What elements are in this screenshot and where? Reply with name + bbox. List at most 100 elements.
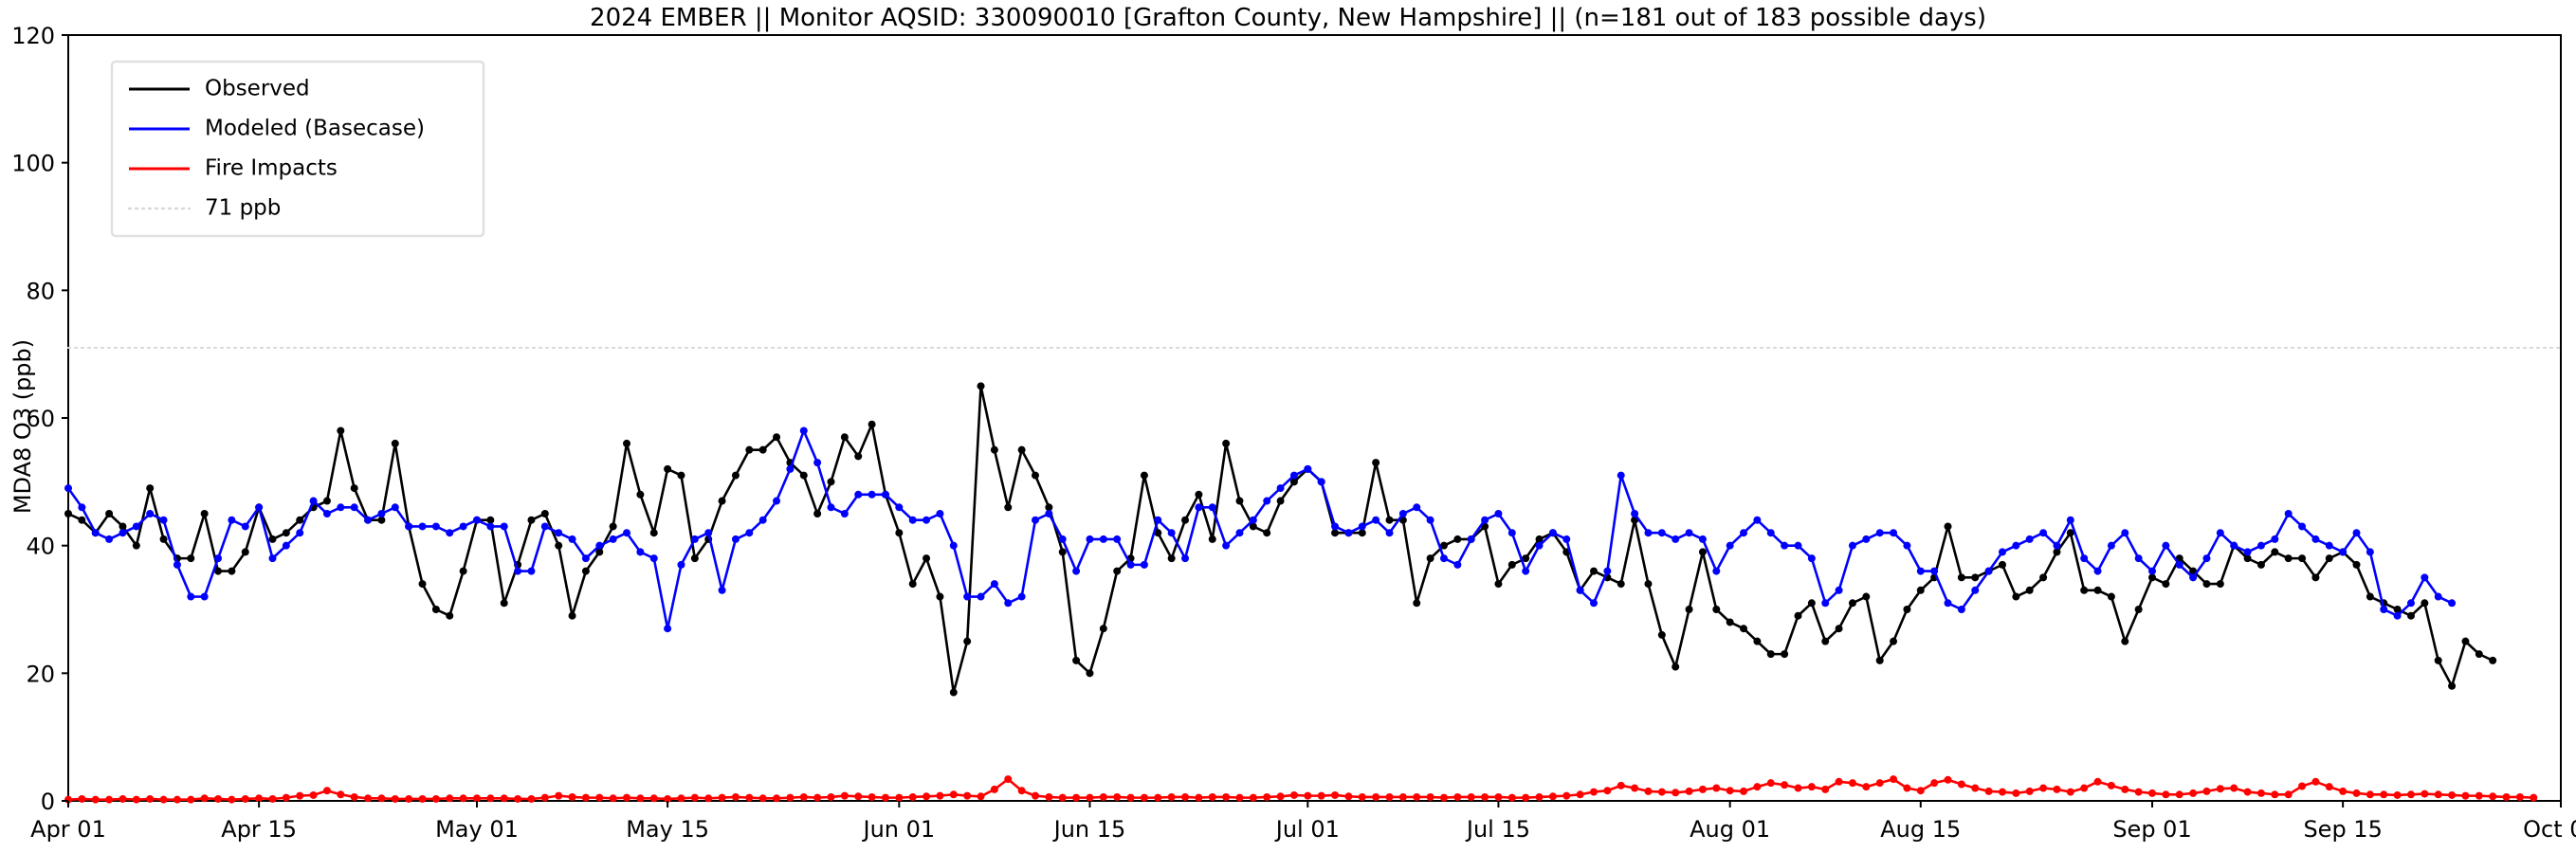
data-point (1862, 592, 1871, 601)
data-point (623, 529, 631, 537)
data-point (1807, 599, 1816, 608)
data-point (2271, 548, 2279, 556)
data-point (963, 592, 972, 601)
data-point (200, 510, 209, 517)
data-point (337, 426, 345, 435)
data-point (758, 794, 767, 803)
data-point (296, 516, 304, 524)
data-point (1794, 541, 1802, 550)
data-point (2162, 790, 2170, 799)
data-point (1740, 529, 1748, 537)
data-point (1930, 779, 1939, 788)
y-axis-ticks: 0 20 40 60 80 100 120 (11, 23, 68, 815)
data-point (1522, 554, 1530, 563)
data-point (377, 510, 386, 517)
data-point (173, 795, 181, 804)
data-point (1113, 567, 1122, 575)
legend-entry[interactable]: Fire Impacts (129, 156, 338, 181)
data-point (2366, 592, 2374, 601)
data-point (718, 586, 726, 594)
data-point (1807, 783, 1816, 791)
data-point (364, 516, 373, 524)
data-point (1304, 791, 1312, 800)
data-point (1685, 529, 1693, 537)
data-point (268, 794, 277, 803)
data-point (990, 580, 998, 589)
data-point (2025, 586, 2034, 594)
data-point (2461, 637, 2470, 645)
data-point (2066, 529, 2074, 537)
data-point (296, 791, 304, 800)
data-point (1494, 580, 1503, 589)
data-point (1453, 535, 1462, 543)
data-point (105, 535, 114, 543)
data-point (649, 794, 658, 803)
data-point (1004, 503, 1013, 512)
data-point (908, 580, 917, 589)
data-point (132, 522, 140, 531)
data-point (2393, 606, 2402, 613)
legend-entry[interactable]: 71 ppb (127, 196, 281, 221)
data-point (1848, 541, 1856, 550)
data-point (2053, 548, 2061, 556)
data-point (1685, 606, 1693, 613)
data-point (1331, 522, 1340, 531)
legend-entry[interactable]: Modeled (Basecase) (129, 117, 425, 141)
data-point (949, 688, 958, 697)
data-point (1753, 516, 1762, 524)
data-point (446, 794, 454, 803)
data-point (2352, 529, 2361, 537)
data-point (1372, 792, 1380, 801)
data-point (1385, 792, 1394, 801)
data-point (1181, 792, 1190, 801)
data-point (1712, 567, 1721, 575)
data-point (1195, 793, 1203, 802)
data-point (990, 785, 998, 793)
data-point (773, 497, 781, 505)
x-tick-label: Sep 01 (2112, 816, 2191, 843)
data-point (2421, 599, 2429, 608)
data-point (1086, 793, 1094, 802)
data-point (2107, 592, 2115, 601)
data-point (1086, 669, 1094, 678)
data-point (1916, 586, 1925, 594)
data-point (2121, 637, 2129, 645)
data-point (2012, 592, 2020, 601)
data-point (431, 606, 440, 613)
data-point (1413, 792, 1421, 801)
data-point (1181, 554, 1190, 563)
data-point (1058, 535, 1067, 543)
data-point (677, 560, 685, 569)
data-point (2107, 541, 2115, 550)
data-point (1031, 791, 1039, 800)
legend-entry[interactable]: Observed (129, 77, 310, 101)
data-point (1794, 784, 1802, 792)
data-point (1467, 792, 1475, 801)
data-point (854, 792, 863, 801)
data-point (1235, 497, 1244, 505)
data-point (895, 793, 904, 802)
data-point (2039, 529, 2048, 537)
data-point (1766, 650, 1775, 659)
data-point (1072, 793, 1081, 802)
data-point (1875, 779, 1884, 788)
data-point (2271, 790, 2279, 799)
data-point (1712, 606, 1721, 613)
data-point (568, 611, 576, 620)
data-point (119, 794, 127, 803)
data-point (459, 522, 467, 531)
data-point (268, 535, 277, 543)
data-point (282, 529, 290, 537)
data-point (2121, 785, 2129, 793)
data-point (2256, 560, 2265, 569)
x-tick-label: May 15 (626, 816, 709, 843)
data-point (1576, 790, 1584, 799)
data-point (228, 795, 236, 804)
data-point (2216, 785, 2224, 793)
data-point (581, 793, 590, 802)
data-point (2093, 777, 2102, 786)
data-point (677, 471, 685, 480)
data-point (1331, 790, 1340, 799)
